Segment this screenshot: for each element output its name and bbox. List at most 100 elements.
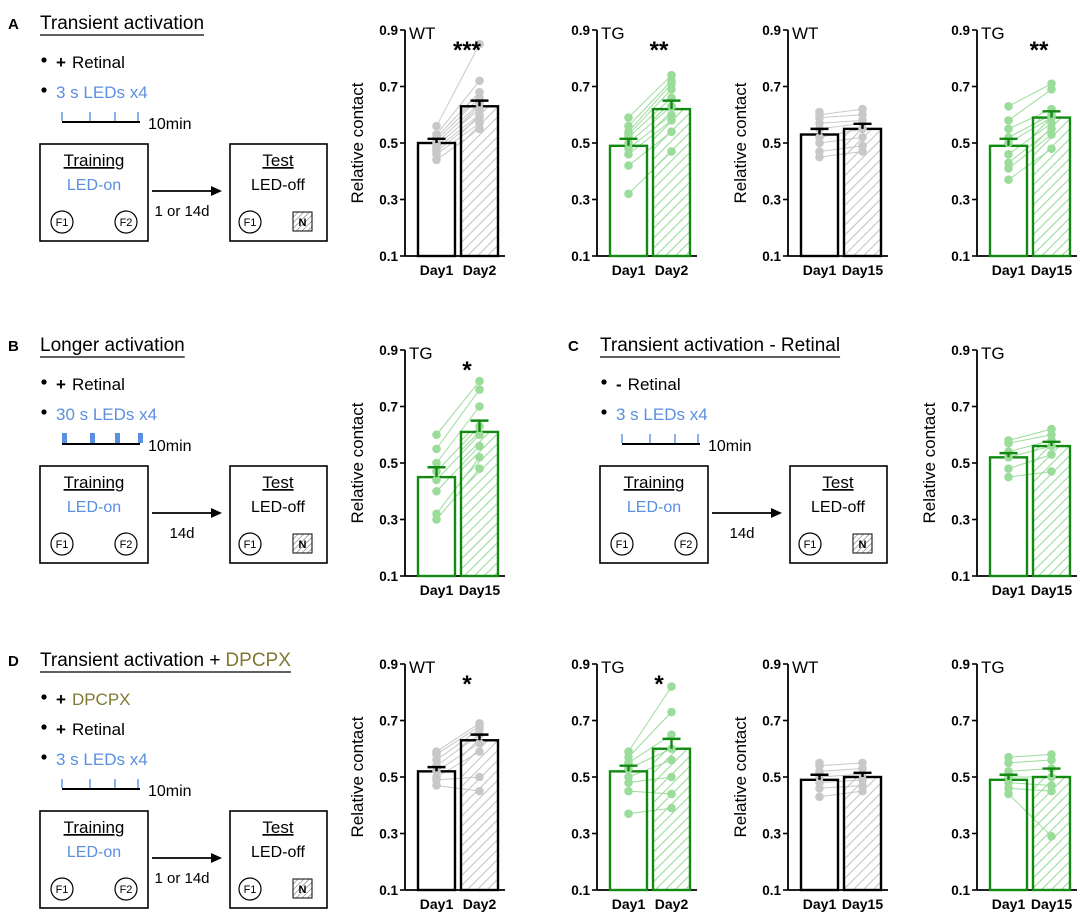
- data-point: [667, 755, 676, 765]
- y-tick-label: 0.1: [762, 883, 781, 898]
- x-tick-label: Day15: [1031, 582, 1072, 598]
- panel-letter: A: [8, 16, 19, 33]
- box-title: Test: [262, 818, 293, 837]
- chart-d1: 0.1 0.3 0.5 0.7 0.9 Relative contact WT Day1 Day…: [348, 657, 505, 912]
- x-tick-label: Day2: [463, 262, 497, 278]
- significance-marker: ***: [453, 37, 482, 64]
- data-point: [667, 127, 676, 136]
- genotype-label: TG: [981, 24, 1005, 43]
- box-title: Test: [822, 473, 853, 492]
- y-tick-label: 0.7: [762, 80, 781, 95]
- data-point: [475, 87, 484, 97]
- data-point: [624, 189, 633, 199]
- data-point: [1047, 424, 1056, 434]
- y-tick-label: 0.1: [951, 249, 970, 264]
- significance-marker: **: [650, 37, 669, 64]
- bullet-sign: +: [56, 53, 66, 72]
- data-point: [1004, 175, 1013, 185]
- data-point: [858, 104, 867, 114]
- paired-line: [819, 108, 863, 116]
- y-tick-label: 0.5: [571, 136, 590, 151]
- data-point: [667, 730, 676, 739]
- data-point: [475, 719, 484, 728]
- data-point: [1047, 781, 1056, 790]
- y-tick-label: 0.1: [379, 569, 398, 584]
- data-point: [624, 113, 633, 122]
- bullet-text: DPCPX: [72, 690, 131, 709]
- data-point: [667, 803, 676, 813]
- x-tick-label: Day1: [803, 896, 837, 912]
- test-box: Test LED-off F1 N: [229, 465, 328, 564]
- genotype-label: WT: [792, 658, 818, 677]
- bullet-sign: -: [616, 375, 622, 394]
- data-point: [815, 133, 824, 142]
- panel-letter: B: [8, 338, 19, 355]
- x-tick-label: Day1: [992, 896, 1026, 912]
- panel-d-schematic: D Transient activation + DPCPX + DPCPX + Reti…: [8, 650, 328, 909]
- bullet-sign: +: [56, 720, 66, 739]
- object-f2-label: F2: [120, 539, 133, 551]
- bullet-dot: [41, 57, 47, 63]
- box-title: Test: [262, 151, 293, 170]
- object-f2: [114, 210, 138, 234]
- paired-line: [436, 80, 480, 135]
- interval-label: 1 or 14d: [154, 870, 209, 887]
- led-pulse-bar: [90, 433, 95, 443]
- bullet-text: Retinal: [72, 375, 125, 394]
- paired-line: [628, 88, 672, 135]
- chart-d3: 0.1 0.3 0.5 0.7 0.9 Relative contact WT Day1 Day…: [731, 657, 888, 912]
- paired-line: [1008, 83, 1052, 107]
- data-point: [432, 121, 441, 131]
- y-tick-label: 0.1: [379, 249, 398, 264]
- schematics-layer: A Transient activation + Retinal 3 s LEDs x4…: [8, 13, 888, 909]
- object-f1-label: F1: [244, 884, 257, 896]
- y-tick-label: 0.5: [571, 770, 590, 785]
- x-tick-label: Day2: [655, 262, 689, 278]
- timeline-label: 10min: [148, 116, 192, 133]
- paired-line: [819, 762, 863, 767]
- bar-day15: [1031, 444, 1072, 578]
- panel-title: Transient activation - Retinal: [600, 335, 840, 356]
- y-tick-label: 0.7: [951, 80, 970, 95]
- data-point: [624, 772, 633, 782]
- y-tick-label: 0.7: [379, 80, 398, 95]
- genotype-label: WT: [409, 658, 435, 677]
- data-point: [475, 464, 484, 473]
- novel-object: [292, 533, 313, 554]
- panel-title-highlight: DPCPX: [225, 650, 291, 671]
- object-f2: [674, 532, 698, 556]
- data-point: [1004, 150, 1013, 159]
- y-tick-label: 0.3: [379, 827, 398, 842]
- y-tick-label: 0.1: [571, 249, 590, 264]
- paired-line: [819, 768, 863, 772]
- panel-letter: D: [8, 653, 19, 670]
- x-tick-label: Day15: [1031, 896, 1072, 912]
- training-box: Training LED-on F1 F2: [599, 465, 709, 564]
- box-status: LED-off: [811, 499, 866, 516]
- y-tick-label: 0.7: [379, 400, 398, 415]
- novel-object-label: N: [299, 539, 307, 551]
- y-tick-label: 0.7: [951, 400, 970, 415]
- x-tick-label: Day1: [612, 262, 646, 278]
- data-point: [475, 772, 484, 782]
- x-tick-label: Day1: [992, 262, 1026, 278]
- y-axis-label: Relative contact: [348, 716, 367, 837]
- x-tick-label: Day1: [612, 896, 646, 912]
- object-f2: [114, 877, 138, 901]
- y-tick-label: 0.3: [762, 193, 781, 208]
- y-tick-label: 0.3: [762, 827, 781, 842]
- box-title: Test: [262, 473, 293, 492]
- data-point: [1047, 467, 1056, 476]
- test-box: Test LED-off F1 N: [789, 465, 888, 564]
- paired-line: [628, 74, 672, 118]
- data-point: [1004, 158, 1013, 168]
- data-point: [667, 110, 676, 120]
- y-tick-label: 0.1: [951, 569, 970, 584]
- object-f1-label: F1: [616, 539, 629, 551]
- y-tick-label: 0.9: [379, 343, 398, 358]
- paired-line: [436, 389, 480, 450]
- training-box: Training LED-on F1 F2: [39, 810, 149, 909]
- chart-a3: 0.1 0.3 0.5 0.7 0.9 Relative contact WT Day1 Day…: [731, 23, 888, 278]
- paired-line: [628, 711, 672, 758]
- object-f1: [50, 210, 74, 234]
